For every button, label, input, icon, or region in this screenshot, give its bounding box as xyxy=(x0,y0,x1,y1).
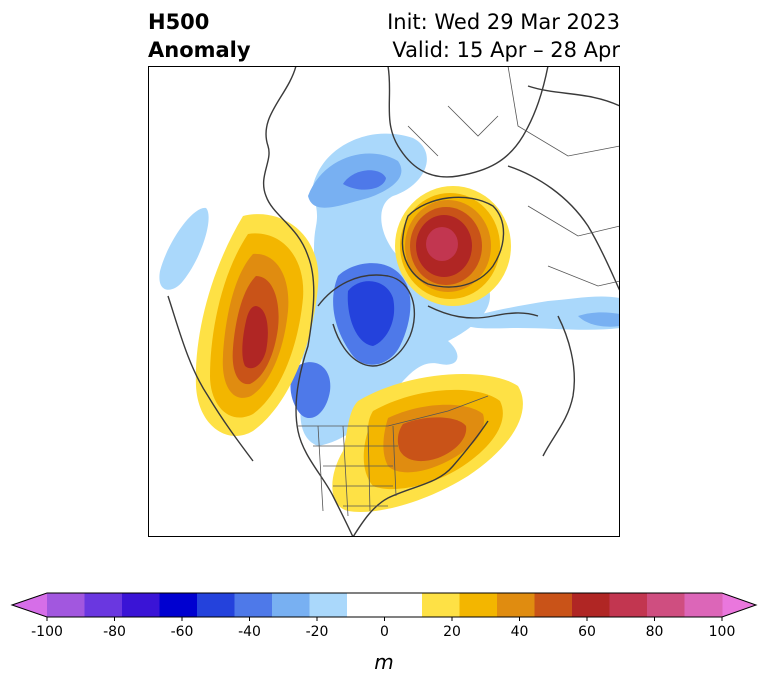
colorbar-tick-label: 40 xyxy=(511,624,529,640)
positive-anomaly-eastern-canada xyxy=(332,374,523,512)
colorbar-swatches xyxy=(10,592,758,618)
colorbar-tick-label: -80 xyxy=(103,624,126,640)
colorbar: -100 -80 -60 -40 -20 0 20 40 60 80 100 m xyxy=(10,592,758,674)
colorbar-tick-label: -100 xyxy=(31,624,63,640)
colorbar-swatch xyxy=(572,593,610,617)
colorbar-tick-label: 0 xyxy=(380,624,389,640)
colorbar-swatch xyxy=(422,593,460,617)
colorbar-swatch xyxy=(272,593,310,617)
political-borders xyxy=(298,66,620,517)
colorbar-ticks: -100 -80 -60 -40 -20 0 20 40 60 80 100 xyxy=(31,617,735,640)
colorbar-swatch xyxy=(159,593,198,617)
map-title: H500 Anomaly xyxy=(148,8,251,64)
colorbar-swatch xyxy=(459,593,498,617)
valid-dates: Valid: 15 Apr – 28 Apr xyxy=(392,38,620,62)
colorbar-swatch xyxy=(84,593,123,617)
map-frame xyxy=(148,66,620,537)
colorbar-tick-label: 100 xyxy=(709,624,736,640)
colorbar-tick-label: -40 xyxy=(238,624,261,640)
colorbar-swatch xyxy=(534,593,573,617)
init-date: Init: Wed 29 Mar 2023 xyxy=(387,10,620,34)
positive-anomaly-eurasia xyxy=(395,186,511,306)
colorbar-tick-label: 80 xyxy=(646,624,664,640)
colorbar-under-arrow xyxy=(12,593,47,617)
negative-anomaly-pacific xyxy=(159,207,209,290)
colorbar-unit-label: m xyxy=(374,650,393,674)
colorbar-tick-label: 60 xyxy=(578,624,596,640)
colorbar-swatch xyxy=(234,593,273,617)
negative-anomaly-hudson-bay xyxy=(290,263,411,419)
colorbar-swatch xyxy=(609,593,648,617)
colorbar-swatch xyxy=(197,593,235,617)
colorbar-swatch xyxy=(647,593,685,617)
title-type: Anomaly xyxy=(148,38,251,62)
colorbar-tick-label: -20 xyxy=(306,624,329,640)
colorbar-tick-label: 20 xyxy=(443,624,461,640)
positive-anomaly-ne-pacific xyxy=(195,214,319,436)
title-variable: H500 xyxy=(148,10,210,34)
negative-anomaly-siberia xyxy=(458,296,620,330)
colorbar-swatch xyxy=(122,593,160,617)
colorbar-swatch xyxy=(347,593,385,617)
colorbar-over-arrow xyxy=(722,593,756,617)
coastlines xyxy=(167,66,620,537)
colorbar-swatch xyxy=(384,593,423,617)
colorbar-swatch xyxy=(47,593,85,617)
colorbar-tick-label: -60 xyxy=(171,624,194,640)
anomaly-map xyxy=(148,66,620,537)
colorbar-swatch xyxy=(309,593,348,617)
colorbar-swatch xyxy=(497,593,535,617)
colorbar-swatch xyxy=(684,593,723,617)
map-dates: Init: Wed 29 Mar 2023 Valid: 15 Apr – 28… xyxy=(387,8,620,64)
